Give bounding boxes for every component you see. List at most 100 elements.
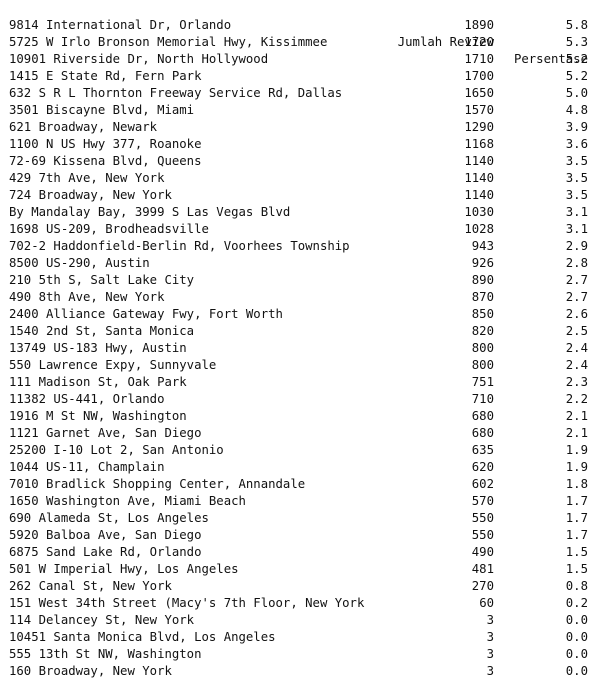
percentage-cell: 2.7	[565, 290, 588, 304]
table-row: 262 Canal St, New York 270 0.8	[0, 578, 596, 595]
table-row: By Mandalay Bay, 3999 S Las Vegas Blvd 10…	[0, 204, 596, 221]
review-count-cell: 1140	[464, 154, 494, 168]
percentage-cell: 3.1	[565, 205, 588, 219]
table-row: 10451 Santa Monica Blvd, Los Angeles 3 0.0	[0, 629, 596, 646]
review-count-cell: 1720	[464, 35, 494, 49]
review-count-cell: 800	[471, 341, 494, 355]
review-count-cell: 943	[471, 239, 494, 253]
table-row: 501 W Imperial Hwy, Los Angeles 481 1.5	[0, 561, 596, 578]
table-row: 1916 M St NW, Washington 680 2.1	[0, 408, 596, 425]
percentage-cell: 2.7	[565, 273, 588, 287]
review-count-cell: 870	[471, 290, 494, 304]
address-cell: 1540 2nd St, Santa Monica	[9, 324, 195, 338]
table-row: 724 Broadway, New York 1140 3.5	[0, 187, 596, 204]
percentage-cell: 1.9	[565, 460, 588, 474]
percentage-cell: 5.3	[565, 35, 588, 49]
percentage-cell: 1.5	[565, 562, 588, 576]
percentage-cell: 2.2	[565, 392, 588, 406]
review-count-cell: 1168	[464, 137, 494, 151]
table-row: 1698 US-209, Brodheadsville 1028 3.1	[0, 221, 596, 238]
address-cell: 25200 I-10 Lot 2, San Antonio	[9, 443, 224, 457]
review-count-cell: 602	[471, 477, 494, 491]
percentage-cell: 2.4	[565, 358, 588, 372]
table-row: 114 Delancey St, New York 3 0.0	[0, 612, 596, 629]
review-count-cell: 270	[471, 579, 494, 593]
table-row: 5920 Balboa Ave, San Diego 550 1.7	[0, 527, 596, 544]
percentage-cell: 2.8	[565, 256, 588, 270]
address-cell: 1916 M St NW, Washington	[9, 409, 187, 423]
review-count-cell: 1710	[464, 52, 494, 66]
table-row: 632 S R L Thornton Freeway Service Rd, D…	[0, 85, 596, 102]
address-cell: 7010 Bradlick Shopping Center, Annandale	[9, 477, 306, 491]
header-review-count: Jumlah Review	[397, 35, 494, 49]
percentage-cell: 5.8	[565, 18, 588, 32]
percentage-cell: 0.0	[565, 613, 588, 627]
percentage-cell: 2.4	[565, 341, 588, 355]
review-count-cell: 710	[471, 392, 494, 406]
address-cell: 160 Broadway, New York	[9, 664, 172, 678]
table-row: 1044 US-11, Champlain 620 1.9	[0, 459, 596, 476]
address-cell: 490 8th Ave, New York	[9, 290, 165, 304]
address-cell: 2400 Alliance Gateway Fwy, Fort Worth	[9, 307, 283, 321]
review-count-cell: 800	[471, 358, 494, 372]
table-row: 7010 Bradlick Shopping Center, Annandale…	[0, 476, 596, 493]
table-row: 3501 Biscayne Blvd, Miami 1570 4.8	[0, 102, 596, 119]
percentage-cell: 2.9	[565, 239, 588, 253]
table-row: 555 13th St NW, Washington 3 0.0	[0, 646, 596, 663]
address-cell: 429 7th Ave, New York	[9, 171, 165, 185]
table-row: 1650 Washington Ave, Miami Beach 570 1.7	[0, 493, 596, 510]
table-row: 111 Madison St, Oak Park 751 2.3	[0, 374, 596, 391]
review-count-cell: 820	[471, 324, 494, 338]
address-cell: 621 Broadway, Newark	[9, 120, 158, 134]
table-row: 1100 N US Hwy 377, Roanoke 1168 3.6	[0, 136, 596, 153]
address-cell: 3501 Biscayne Blvd, Miami	[9, 103, 195, 117]
percentage-cell: 1.7	[565, 511, 588, 525]
address-cell: 702-2 Haddonfield-Berlin Rd, Voorhees To…	[9, 239, 350, 253]
review-count-cell: 550	[471, 511, 494, 525]
percentage-cell: 0.0	[565, 647, 588, 661]
review-count-cell: 1570	[464, 103, 494, 117]
review-count-cell: 3	[486, 647, 494, 661]
percentage-cell: 1.9	[565, 443, 588, 457]
address-cell: 632 S R L Thornton Freeway Service Rd, D…	[9, 86, 343, 100]
percentage-cell: 0.0	[565, 664, 588, 678]
review-count-cell: 60	[479, 596, 494, 610]
table-row: 1121 Garnet Ave, San Diego 680 2.1	[0, 425, 596, 442]
table-row: 10901 Riverside Dr, North Hollywood 1710 5…	[0, 51, 596, 68]
address-cell: 11382 US-441, Orlando	[9, 392, 165, 406]
table-row: 72-69 Kissena Blvd, Queens 1140 3.5	[0, 153, 596, 170]
address-cell: 111 Madison St, Oak Park	[9, 375, 187, 389]
review-count-cell: 1028	[464, 222, 494, 236]
table-row: 550 Lawrence Expy, Sunnyvale 800 2.4	[0, 357, 596, 374]
address-cell: 550 Lawrence Expy, Sunnyvale	[9, 358, 217, 372]
review-count-cell: 3	[486, 664, 494, 678]
address-cell: 1415 E State Rd, Fern Park	[9, 69, 202, 83]
percentage-cell: 2.3	[565, 375, 588, 389]
table-row: 25200 I-10 Lot 2, San Antonio 635 1.9	[0, 442, 596, 459]
address-cell: 9814 International Dr, Orlando	[9, 18, 232, 32]
review-count-cell: 1290	[464, 120, 494, 134]
review-count-cell: 490	[471, 545, 494, 559]
review-count-cell: 751	[471, 375, 494, 389]
percentage-cell: 1.5	[565, 545, 588, 559]
address-cell: 5725 W Irlo Bronson Memorial Hwy, Kissim…	[9, 35, 328, 49]
review-count-cell: 1140	[464, 171, 494, 185]
review-count-cell: 890	[471, 273, 494, 287]
percentage-cell: 1.7	[565, 528, 588, 542]
table-row: 160 Broadway, New York 3 0.0	[0, 663, 596, 680]
review-count-cell: 635	[471, 443, 494, 457]
review-count-cell: 620	[471, 460, 494, 474]
address-cell: 10901 Riverside Dr, North Hollywood	[9, 52, 269, 66]
address-cell: 10451 Santa Monica Blvd, Los Angeles	[9, 630, 276, 644]
percentage-cell: 5.2	[565, 52, 588, 66]
percentage-cell: 1.7	[565, 494, 588, 508]
percentage-cell: 2.1	[565, 409, 588, 423]
review-count-cell: 1030	[464, 205, 494, 219]
address-cell: 1698 US-209, Brodheadsville	[9, 222, 209, 236]
table-row: 13749 US-183 Hwy, Austin 800 2.4	[0, 340, 596, 357]
percentage-cell: 0.0	[565, 630, 588, 644]
header-percentage: Persentase	[513, 52, 588, 66]
address-cell: 8500 US-290, Austin	[9, 256, 150, 270]
address-cell: 114 Delancey St, New York	[9, 613, 195, 627]
